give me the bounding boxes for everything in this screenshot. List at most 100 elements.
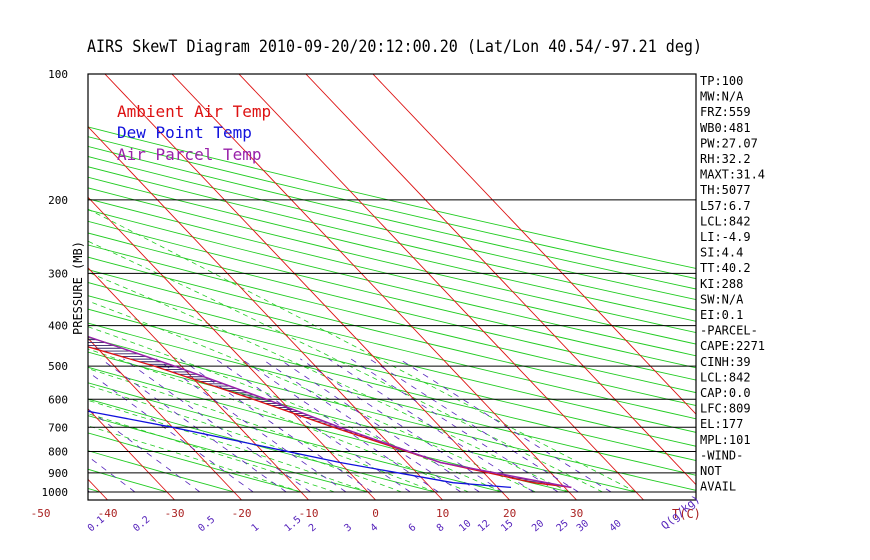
pressure-tick-label: 900	[48, 467, 68, 480]
stability-index: LCL:842	[700, 370, 751, 384]
bottom-temp-tick-label: 10	[436, 507, 449, 520]
pressure-tick-label: 100	[48, 68, 68, 81]
stability-index: EL:177	[700, 417, 743, 431]
stability-index: CAP:0.0	[700, 386, 751, 400]
isotherm-line	[233, 491, 242, 500]
stability-index: TT:40.2	[700, 261, 751, 275]
isotherm-line	[88, 196, 369, 493]
mixing-ratio-tick-label: 20	[530, 518, 546, 534]
pressure-tick-label: 200	[48, 194, 68, 207]
mixing-ratio-tick-label: 3	[342, 522, 354, 534]
mixing-ratio-line	[328, 358, 534, 493]
mixing-ratio-tick-label: 1	[250, 522, 262, 534]
isotherm-line	[0, 74, 33, 492]
bottom-temp-tick-label: -50	[31, 507, 51, 520]
isotherm-line	[770, 492, 778, 500]
stability-index: TH:5077	[700, 183, 751, 197]
isotherm-line	[300, 491, 309, 500]
dry-adiabat	[88, 244, 696, 394]
bottom-temp-tick-label: 0	[372, 507, 379, 520]
mixing-ratio-tick-label: 40	[608, 518, 624, 534]
mixing-ratio-tick-label: 0.2	[131, 514, 152, 534]
isotherm-line	[88, 408, 168, 493]
mixing-ratio-tick-label: 6	[407, 522, 419, 534]
pressure-tick-label: 700	[48, 421, 68, 434]
mixing-ratio-tick-label: 10	[457, 518, 473, 534]
moist-adiabat	[88, 326, 503, 493]
mixing-ratio-line	[88, 371, 254, 493]
moist-adiabat	[88, 368, 436, 493]
stability-index: RH:32.2	[700, 152, 751, 166]
moist-adiabat	[88, 300, 536, 493]
pressure-tick-label: 1000	[42, 486, 69, 499]
isotherm-line	[166, 491, 175, 500]
dry-adiabat	[88, 282, 696, 433]
legend-dewpoint: Dew Point Temp	[117, 123, 252, 142]
isotherm-line	[305, 74, 696, 486]
dry-adiabat	[88, 232, 696, 381]
isotherm-line	[568, 491, 577, 500]
mixing-ratio-line	[155, 358, 347, 493]
stability-index: L57:6.7	[700, 199, 751, 213]
isotherm-line	[104, 74, 503, 493]
dry-adiabat	[88, 126, 696, 269]
dry-adiabat	[88, 336, 696, 491]
stability-index: TP:100	[700, 74, 743, 88]
bottom-temp-tick-label: -10	[299, 507, 319, 520]
stability-index: WB0:481	[700, 121, 751, 135]
moist-adiabat	[88, 348, 469, 493]
bottom-temp-tick-label: 30	[570, 507, 583, 520]
stability-index: AVAIL	[700, 480, 736, 494]
stability-index: MAXT:31.4	[700, 168, 765, 182]
stability-index: EI:0.1	[700, 308, 743, 322]
bottom-temp-tick-label: 20	[503, 507, 516, 520]
mixing-ratio-line	[369, 358, 579, 493]
stability-index: LI:-4.9	[700, 230, 751, 244]
dry-adiabat	[88, 269, 696, 420]
moist-adiabat	[88, 271, 570, 493]
stability-index: LFC:809	[700, 402, 751, 416]
stability-index: MW:N/A	[700, 90, 744, 104]
isotherm-line	[88, 126, 436, 493]
bottom-temp-tick-label: -30	[165, 507, 185, 520]
dry-adiabat	[88, 156, 696, 301]
pressure-tick-label: 600	[48, 393, 68, 406]
stability-index: LCL:842	[700, 214, 751, 228]
dry-adiabat	[88, 415, 369, 493]
stability-index: MPL:101	[700, 433, 751, 447]
legend-ambient: Ambient Air Temp	[117, 102, 271, 121]
stability-index: SI:4.4	[700, 246, 743, 260]
mixing-ratio-line	[88, 455, 136, 493]
mixing-ratio-tick-label: 25	[555, 518, 571, 534]
stability-index: NOT	[700, 464, 722, 478]
isotherm-line	[367, 491, 376, 500]
dry-adiabat	[88, 176, 696, 322]
t-unit-label: T(C)	[672, 507, 701, 521]
mixing-ratio-tick-label: 8	[435, 522, 447, 534]
dry-adiabat	[88, 256, 696, 406]
bottom-temp-tick-label: -40	[98, 507, 118, 520]
stability-index: FRZ:559	[700, 105, 751, 119]
mixing-ratio-tick-label: 4	[369, 522, 381, 534]
dry-adiabat	[88, 351, 637, 493]
parcel-temp-line	[88, 335, 572, 489]
plot-frame	[87, 73, 697, 501]
mixing-ratio-line	[299, 358, 504, 493]
isotherm-line	[88, 337, 235, 493]
mixing-ratio-tick-label: 0.5	[196, 514, 217, 534]
isotherm-line	[434, 491, 443, 500]
legend-parcel: Air Parcel Temp	[117, 145, 262, 164]
isotherm-line	[171, 74, 570, 493]
dry-adiabat	[88, 450, 235, 493]
dry-adiabat	[88, 322, 696, 476]
mixing-ratio-line	[398, 358, 612, 493]
isotherm-line	[99, 491, 108, 500]
dry-adiabat	[88, 220, 696, 369]
moist-adiabat	[88, 399, 369, 493]
dry-adiabat	[88, 209, 696, 357]
mixing-ratio-line	[278, 358, 480, 493]
stability-index: CAPE:2271	[700, 339, 765, 353]
mixing-ratio-tick-label: 30	[575, 518, 591, 534]
stability-index: CINH:39	[700, 355, 751, 369]
moist-adiabat	[88, 240, 603, 493]
